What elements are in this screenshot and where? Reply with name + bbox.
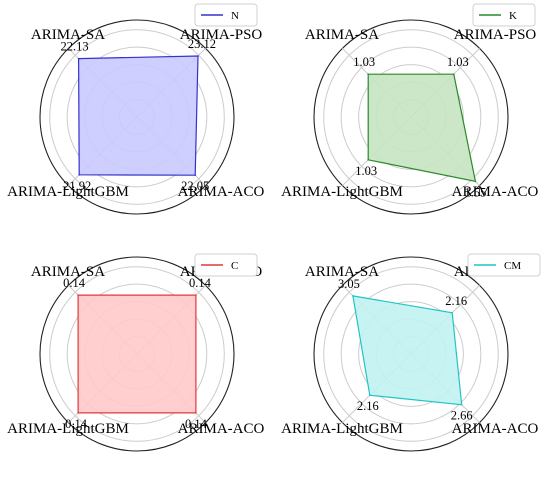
- data-point: [195, 294, 197, 296]
- value-label: 3.05: [338, 277, 360, 291]
- value-label: 0.14: [185, 417, 208, 431]
- legend-label: K: [509, 10, 517, 22]
- outer-circle: [39, 256, 235, 452]
- category-label: ARIMA-SA: [31, 264, 105, 280]
- data-point: [367, 73, 369, 75]
- data-point: [195, 412, 197, 414]
- series-area-C: [77, 294, 197, 414]
- category-label: ARIMA-LightGBM: [7, 184, 129, 200]
- value-label: 22.13: [61, 40, 89, 54]
- data-point: [474, 180, 477, 183]
- value-label: 2.16: [445, 294, 467, 308]
- data-point: [77, 412, 79, 414]
- category-label: ARIMA-SA: [31, 27, 105, 43]
- legend-label: CM: [504, 260, 521, 272]
- outer-circle: [39, 19, 235, 215]
- grid-ring: [323, 266, 499, 442]
- grid-ring: [66, 46, 208, 188]
- data-point: [78, 174, 80, 176]
- legend: CM: [467, 253, 541, 277]
- value-label: 2.66: [451, 409, 473, 423]
- category-label: ARIMA-SA: [305, 264, 379, 280]
- category-label: ARIMA-LightGBM: [281, 421, 403, 437]
- legend-box: [472, 3, 536, 27]
- value-label: 21.92: [63, 179, 91, 193]
- value-label: 0.14: [189, 276, 212, 290]
- value-label: 1.03: [355, 164, 377, 178]
- value-label: 2.16: [357, 399, 379, 413]
- grid-ring: [340, 46, 482, 188]
- grid-ring: [340, 283, 482, 425]
- legend-label: N: [231, 10, 239, 22]
- category-label: ARIMA-PSO: [180, 27, 263, 43]
- data-point: [77, 57, 80, 60]
- grid-ring: [358, 64, 464, 170]
- data-point: [451, 312, 453, 314]
- grid-ring: [358, 301, 464, 407]
- value-label: 0.14: [65, 417, 88, 431]
- data-point: [77, 294, 79, 296]
- category-label: ARIMA-PSO: [454, 27, 537, 43]
- category-label: ARIMA-ACO: [178, 421, 265, 437]
- grid-ring: [323, 29, 499, 205]
- category-label: ARIMA-ACO: [452, 421, 539, 437]
- series-area-K: [367, 73, 477, 183]
- value-label: 1.03: [353, 55, 375, 69]
- data-point: [367, 159, 369, 161]
- value-label: 23.12: [188, 37, 216, 51]
- radar-panel-3: 0.140.140.140.14ARIMA-SAARIMA-PSOARIMA-A…: [7, 253, 265, 452]
- value-label: 22.05: [181, 179, 209, 193]
- value-label: 0.14: [63, 276, 86, 290]
- radar-panel-2: 1.03 1.03 1.55 1.03 ARIMA-SA ARIMA-PSO ARIMA-A…: [281, 3, 539, 215]
- data-point: [369, 394, 371, 396]
- category-label: ARIMA-ACO: [178, 184, 265, 200]
- legend: C: [194, 253, 258, 277]
- grid-ring: [66, 283, 208, 425]
- data-point: [194, 174, 196, 176]
- data-point: [453, 73, 455, 75]
- legend: N: [194, 3, 258, 27]
- category-label: ARIMA-ACO: [452, 184, 539, 200]
- legend: K: [472, 3, 536, 27]
- legend-label: C: [231, 260, 238, 272]
- data-point: [197, 55, 199, 57]
- outer-circle: [313, 256, 509, 452]
- legend-box: [194, 3, 258, 27]
- series-area-N: [77, 55, 199, 176]
- data-point: [460, 403, 463, 406]
- data-point: [352, 295, 354, 297]
- radar-panel-1: 22.13 23.12 22.05 21.92 ARIMA-SA ARIMA-PSO ARI…: [7, 3, 265, 215]
- grid-ring: [49, 266, 225, 442]
- category-label: ARIMA-SA: [305, 27, 379, 43]
- series-area-CM: [352, 295, 463, 406]
- radar-panel-4: 3.052.162.662.16ARIMA-SAARIMA-PSOARIMA-A…: [281, 253, 541, 452]
- legend-box: [467, 253, 541, 277]
- category-label: ARIMA-LightGBM: [281, 184, 403, 200]
- category-label: ARIMA-LightGBM: [7, 421, 129, 437]
- value-label: 1.03: [447, 55, 469, 69]
- grid-ring: [49, 29, 225, 205]
- legend-box: [194, 253, 258, 277]
- outer-circle: [313, 19, 509, 215]
- value-label: 1.55: [464, 185, 486, 199]
